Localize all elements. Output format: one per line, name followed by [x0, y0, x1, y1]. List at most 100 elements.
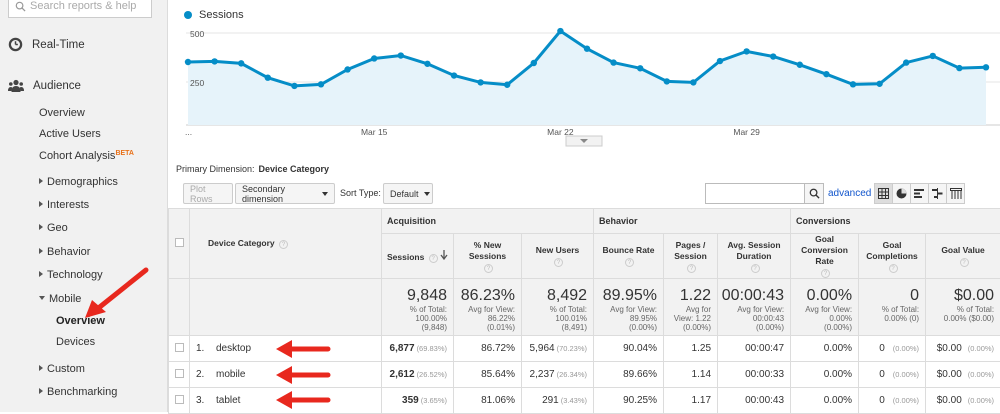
data-point[interactable] — [504, 82, 510, 88]
total-note: View: 1.22 — [664, 314, 711, 323]
row-checkbox[interactable] — [175, 343, 184, 352]
sort-type-dropdown[interactable]: Default — [383, 183, 433, 204]
nav-cohort-analysis[interactable]: Cohort AnalysisBETA — [39, 150, 134, 162]
pct: (0.00%) — [893, 396, 919, 405]
header-bounce-rate[interactable]: Bounce Rate? — [594, 234, 664, 279]
data-point[interactable] — [770, 53, 776, 59]
sort-type-value: Default — [390, 189, 419, 199]
pct: (3.43%) — [561, 396, 587, 405]
data-point[interactable] — [664, 78, 670, 84]
help-icon[interactable]: ? — [821, 269, 830, 278]
header-device-category-label: Device Category — [208, 238, 275, 248]
data-point[interactable] — [238, 60, 244, 66]
nav-realtime[interactable]: Real-Time — [8, 37, 85, 52]
header-pages-session-label: Pages / Session — [674, 240, 707, 261]
people-icon — [8, 79, 24, 93]
total-note: Avg for View: — [791, 305, 852, 314]
data-point[interactable] — [185, 59, 191, 65]
nav-interests[interactable]: Interests — [39, 199, 89, 211]
select-all-cell — [169, 209, 190, 279]
help-icon[interactable]: ? — [625, 258, 634, 267]
header-device-category[interactable]: Device Category ? — [190, 209, 382, 279]
header-new-sessions[interactable]: % New Sessions? — [454, 234, 522, 279]
help-icon[interactable]: ? — [429, 254, 438, 263]
expand-arrow-icon — [39, 248, 43, 254]
help-icon[interactable]: ? — [889, 264, 898, 273]
primary-dimension-label: Primary Dimension: — [176, 164, 255, 174]
header-pages-session[interactable]: Pages / Session? — [664, 234, 718, 279]
help-icon[interactable]: ? — [960, 258, 969, 267]
data-point[interactable] — [903, 59, 909, 65]
data-point[interactable] — [743, 48, 749, 54]
nav-benchmarking[interactable]: Benchmarking — [39, 386, 117, 398]
help-icon[interactable]: ? — [279, 240, 288, 249]
cell-goal-conversion: 0.00% — [791, 362, 859, 388]
header-goal-conversion[interactable]: Goal Conversion Rate? — [791, 234, 859, 279]
data-point[interactable] — [318, 81, 324, 87]
header-sessions[interactable]: Sessions ? — [382, 234, 454, 279]
header-goal-completions[interactable]: Goal Completions? — [859, 234, 926, 279]
nav-mobile-devices[interactable]: Devices — [56, 336, 95, 348]
data-point[interactable] — [477, 79, 483, 85]
data-point[interactable] — [291, 83, 297, 89]
comparison-view-button[interactable] — [928, 183, 947, 204]
row-device-link[interactable]: tablet — [216, 395, 240, 406]
total-note: (0.00%) — [664, 323, 711, 332]
data-point[interactable] — [876, 81, 882, 87]
total-note: (8,491) — [522, 323, 587, 332]
nav-custom[interactable]: Custom — [39, 363, 85, 375]
advanced-link[interactable]: advanced — [828, 188, 871, 199]
help-icon[interactable]: ? — [687, 264, 696, 273]
nav-geo[interactable]: Geo — [39, 222, 68, 234]
data-point[interactable] — [610, 59, 616, 65]
data-point[interactable] — [797, 62, 803, 68]
data-point[interactable] — [398, 52, 404, 58]
nav-demographics[interactable]: Demographics — [39, 176, 118, 188]
header-goal-value[interactable]: Goal Value? — [926, 234, 1000, 279]
data-table-view-button[interactable] — [874, 183, 893, 204]
data-point[interactable] — [211, 58, 217, 64]
plot-rows-button[interactable]: Plot Rows — [183, 183, 233, 204]
select-all-checkbox[interactable] — [175, 238, 184, 247]
data-point[interactable] — [584, 45, 590, 51]
row-device-link[interactable]: desktop — [216, 343, 251, 354]
help-icon[interactable]: ? — [751, 264, 760, 273]
nav-mobile[interactable]: Mobile — [39, 293, 81, 305]
pie-view-button[interactable] — [892, 183, 911, 204]
data-point[interactable] — [850, 81, 856, 87]
table-search-button[interactable] — [804, 183, 824, 204]
data-point[interactable] — [930, 53, 936, 59]
primary-dimension-value[interactable]: Device Category — [259, 164, 330, 174]
data-point[interactable] — [531, 60, 537, 66]
data-point[interactable] — [451, 72, 457, 78]
row-checkbox[interactable] — [175, 395, 184, 404]
header-avg-duration[interactable]: Avg. Session Duration? — [718, 234, 791, 279]
nav-active-users[interactable]: Active Users — [39, 128, 101, 140]
table-search-input[interactable] — [705, 183, 805, 204]
header-new-users[interactable]: New Users? — [522, 234, 594, 279]
row-device-link[interactable]: mobile — [216, 369, 245, 380]
secondary-dimension-dropdown[interactable]: Secondary dimension — [235, 183, 335, 204]
pivot-view-button[interactable] — [946, 183, 965, 204]
data-point[interactable] — [265, 74, 271, 80]
search-input[interactable]: Search reports & help — [8, 0, 152, 18]
data-point[interactable] — [690, 79, 696, 85]
data-point[interactable] — [823, 71, 829, 77]
help-icon[interactable]: ? — [484, 264, 493, 273]
data-point[interactable] — [717, 58, 723, 64]
data-point[interactable] — [344, 66, 350, 72]
help-icon[interactable]: ? — [554, 258, 563, 267]
data-point[interactable] — [637, 65, 643, 71]
row-checkbox[interactable] — [175, 369, 184, 378]
data-point[interactable] — [557, 28, 563, 34]
data-point[interactable] — [371, 55, 377, 61]
data-point[interactable] — [983, 64, 989, 70]
nav-audience[interactable]: Audience — [8, 79, 81, 93]
nav-behavior[interactable]: Behavior — [39, 246, 90, 258]
total-bounce-rate: 89.95%Avg for View:89.95%(0.00%) — [594, 279, 664, 336]
nav-overview[interactable]: Overview — [39, 107, 85, 119]
data-point[interactable] — [956, 65, 962, 71]
performance-view-button[interactable] — [910, 183, 929, 204]
data-point[interactable] — [424, 61, 430, 67]
